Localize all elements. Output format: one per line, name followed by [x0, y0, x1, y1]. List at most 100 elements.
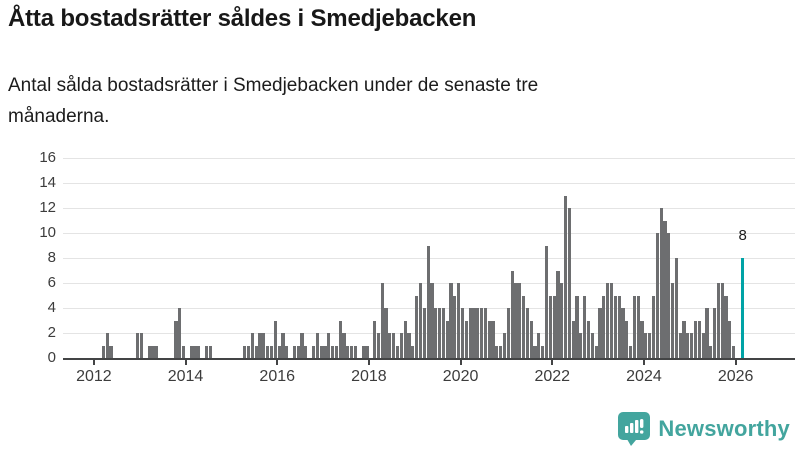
- bar: [690, 333, 694, 358]
- bar: [648, 333, 652, 358]
- bar: [208, 345, 212, 358]
- bar: [457, 283, 461, 358]
- bar: [709, 345, 713, 358]
- gridline: [63, 208, 795, 209]
- bar: [392, 333, 396, 358]
- bar: [464, 320, 468, 358]
- bar: [300, 333, 304, 358]
- bar: [575, 295, 579, 358]
- bar: [732, 345, 736, 358]
- bar: [334, 345, 338, 358]
- bar: [667, 233, 671, 358]
- bar: [178, 308, 182, 358]
- bar: [460, 308, 465, 358]
- bar: [506, 308, 510, 358]
- bar: [651, 295, 656, 358]
- bar: [609, 283, 614, 358]
- bar: [266, 345, 270, 358]
- bar: [548, 295, 552, 358]
- x-axis-label: 2012: [76, 368, 112, 385]
- x-axis-label: 2026: [717, 368, 754, 385]
- bar: [319, 345, 323, 358]
- bar: [472, 308, 476, 358]
- bar: [697, 320, 701, 358]
- bar: [258, 333, 262, 358]
- bar: [269, 345, 274, 358]
- y-axis-label: 2: [47, 324, 56, 341]
- bar: [262, 333, 266, 358]
- bar: [189, 345, 193, 358]
- bar: [728, 320, 732, 358]
- bar: [468, 308, 472, 358]
- chart-title: Åtta bostadsrätter såldes i Smedjebacken: [8, 5, 477, 32]
- x-axis-label: 2016: [259, 368, 296, 385]
- gridline: [63, 183, 795, 184]
- bar: [537, 333, 541, 358]
- newsworthy-logo-text: Newsworthy: [658, 416, 790, 441]
- bar: [441, 308, 445, 358]
- bar: [487, 320, 491, 358]
- bar: [495, 345, 499, 358]
- bar: [407, 333, 411, 358]
- bar: [586, 320, 591, 358]
- bar: [109, 345, 113, 358]
- bar: [273, 320, 277, 358]
- bar: [204, 345, 209, 358]
- bar: [621, 308, 625, 358]
- bar: [418, 283, 423, 358]
- x-axis-label: 2020: [442, 368, 479, 385]
- bar: [544, 245, 549, 358]
- bar: [682, 320, 686, 358]
- bar: [552, 295, 556, 358]
- bar: [686, 333, 690, 358]
- bar: [583, 295, 587, 358]
- chart-subtitle: Antal sålda bostadsrätter i Smedjebacken…: [8, 75, 539, 127]
- bar: [365, 345, 369, 358]
- bar: [632, 295, 636, 358]
- bar: [422, 308, 426, 358]
- bar: [670, 283, 675, 358]
- bar: [724, 295, 728, 358]
- newsworthy-logo[interactable]: Newsworthy: [617, 411, 790, 447]
- bar: [533, 345, 537, 358]
- bar: [296, 345, 300, 358]
- bar: [430, 283, 434, 358]
- x-axis-tick: [367, 359, 370, 365]
- bar: [499, 345, 503, 358]
- bar: [663, 220, 667, 358]
- bar: [193, 345, 197, 358]
- bar: [514, 283, 518, 358]
- bar: [411, 345, 415, 358]
- x-axis-tick: [184, 359, 187, 365]
- bar: [445, 320, 449, 358]
- bar: [182, 345, 186, 358]
- bar: [373, 320, 377, 358]
- bar: [483, 308, 487, 358]
- bar: [403, 320, 407, 358]
- bar: [525, 308, 529, 358]
- gridline: [63, 158, 795, 159]
- bar: [479, 308, 484, 358]
- bar: [140, 333, 144, 358]
- bar: [636, 295, 640, 358]
- bar: [510, 270, 514, 358]
- bar: [529, 320, 533, 358]
- bar: [625, 320, 629, 358]
- bar: [285, 345, 289, 358]
- bar: [693, 320, 698, 358]
- bar: [655, 233, 659, 358]
- bar: [174, 320, 178, 358]
- bar: [453, 295, 457, 358]
- bar: [342, 333, 346, 358]
- bar: [678, 333, 682, 358]
- y-axis-label: 10: [39, 224, 56, 241]
- x-axis-tick: [734, 359, 737, 365]
- bar: [147, 345, 151, 358]
- bar: [338, 320, 342, 358]
- bar: [606, 283, 610, 358]
- bar: [716, 283, 720, 358]
- bar: [437, 308, 442, 358]
- x-axis-tick: [276, 359, 279, 365]
- bar: [331, 345, 335, 358]
